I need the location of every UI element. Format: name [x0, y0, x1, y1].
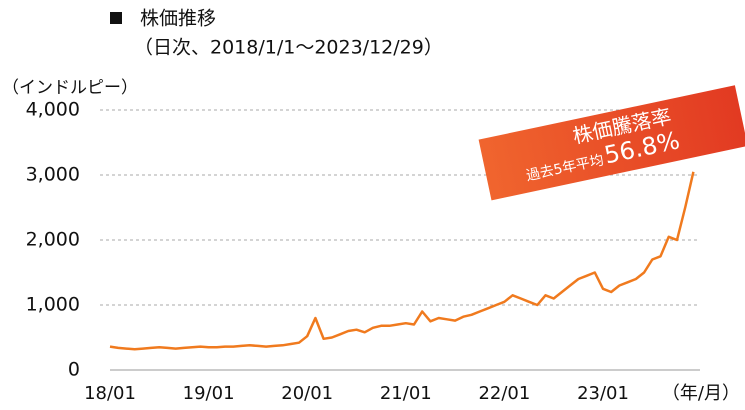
banner-box	[478, 85, 745, 201]
x-axis-label: （年/月）	[662, 383, 740, 404]
y-tick-label: 3,000	[26, 164, 80, 186]
y-tick-label: 4,000	[26, 99, 80, 121]
banner: 株価騰落率 過去5年平均 56.8%	[478, 85, 745, 201]
x-tick-label: 18/01	[84, 383, 136, 404]
x-tick-label: 23/01	[577, 383, 629, 404]
x-tick-label: 19/01	[183, 383, 235, 404]
chart-title: 株価推移	[140, 8, 216, 30]
y-axis-label: （インドルピー）	[2, 78, 138, 98]
chart-subtitle: （日次、2018/1/1～2023/12/29）	[134, 37, 443, 59]
x-tick-label: 20/01	[281, 383, 333, 404]
x-tick-label: 22/01	[478, 383, 530, 404]
y-tick-label: 1,000	[26, 294, 80, 316]
y-tick-label: 0	[68, 359, 80, 381]
x-tick-label: 21/01	[380, 383, 432, 404]
title-marker	[110, 12, 122, 24]
price-line	[109, 171, 695, 351]
y-tick-label: 2,000	[26, 229, 80, 251]
